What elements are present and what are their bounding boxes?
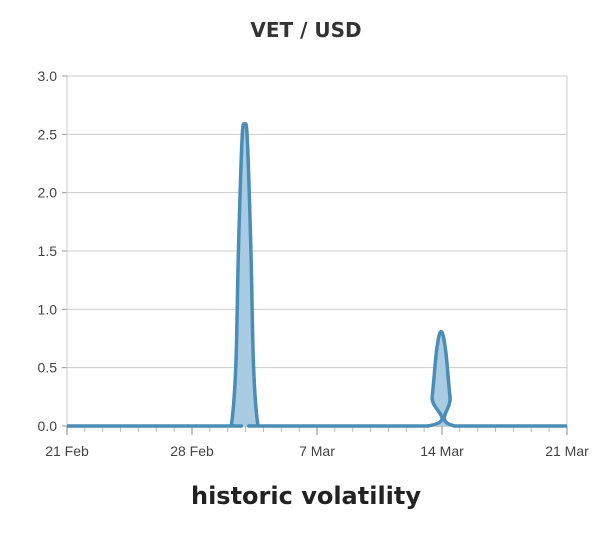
y-tick-label: 1.5 xyxy=(38,243,58,259)
volatility-chart: 0.0 0.5 1.0 1.5 2.0 2.5 3.0 21 Feb 28 Feb 7 Mar 14… xyxy=(38,68,590,459)
y-tick-label: 3.0 xyxy=(38,68,58,84)
x-tick-label: 7 Mar xyxy=(299,443,335,459)
y-tick-label: 2.0 xyxy=(38,185,58,201)
chart-title: VET / USD xyxy=(250,18,362,42)
x-tick-label: 14 Mar xyxy=(420,443,464,459)
x-tick-label: 21 Feb xyxy=(45,443,89,459)
grid-layer xyxy=(67,75,567,369)
series-layer xyxy=(67,122,567,428)
y-tick-label: 2.5 xyxy=(38,126,58,142)
series-line xyxy=(67,122,567,428)
label-layer: 0.0 0.5 1.0 1.5 2.0 2.5 3.0 21 Feb 28 Feb 7 Mar 14… xyxy=(38,68,590,459)
x-tick-label: 21 Mar xyxy=(545,443,589,459)
series-area xyxy=(67,123,567,427)
x-tick-label: 28 Feb xyxy=(170,443,214,459)
y-tick-label: 0.5 xyxy=(38,360,58,376)
y-tick-label: 0.0 xyxy=(38,418,58,434)
axis-layer xyxy=(62,75,568,435)
y-tick-label: 1.0 xyxy=(38,301,58,317)
chart-caption: historic volatility xyxy=(190,482,422,510)
